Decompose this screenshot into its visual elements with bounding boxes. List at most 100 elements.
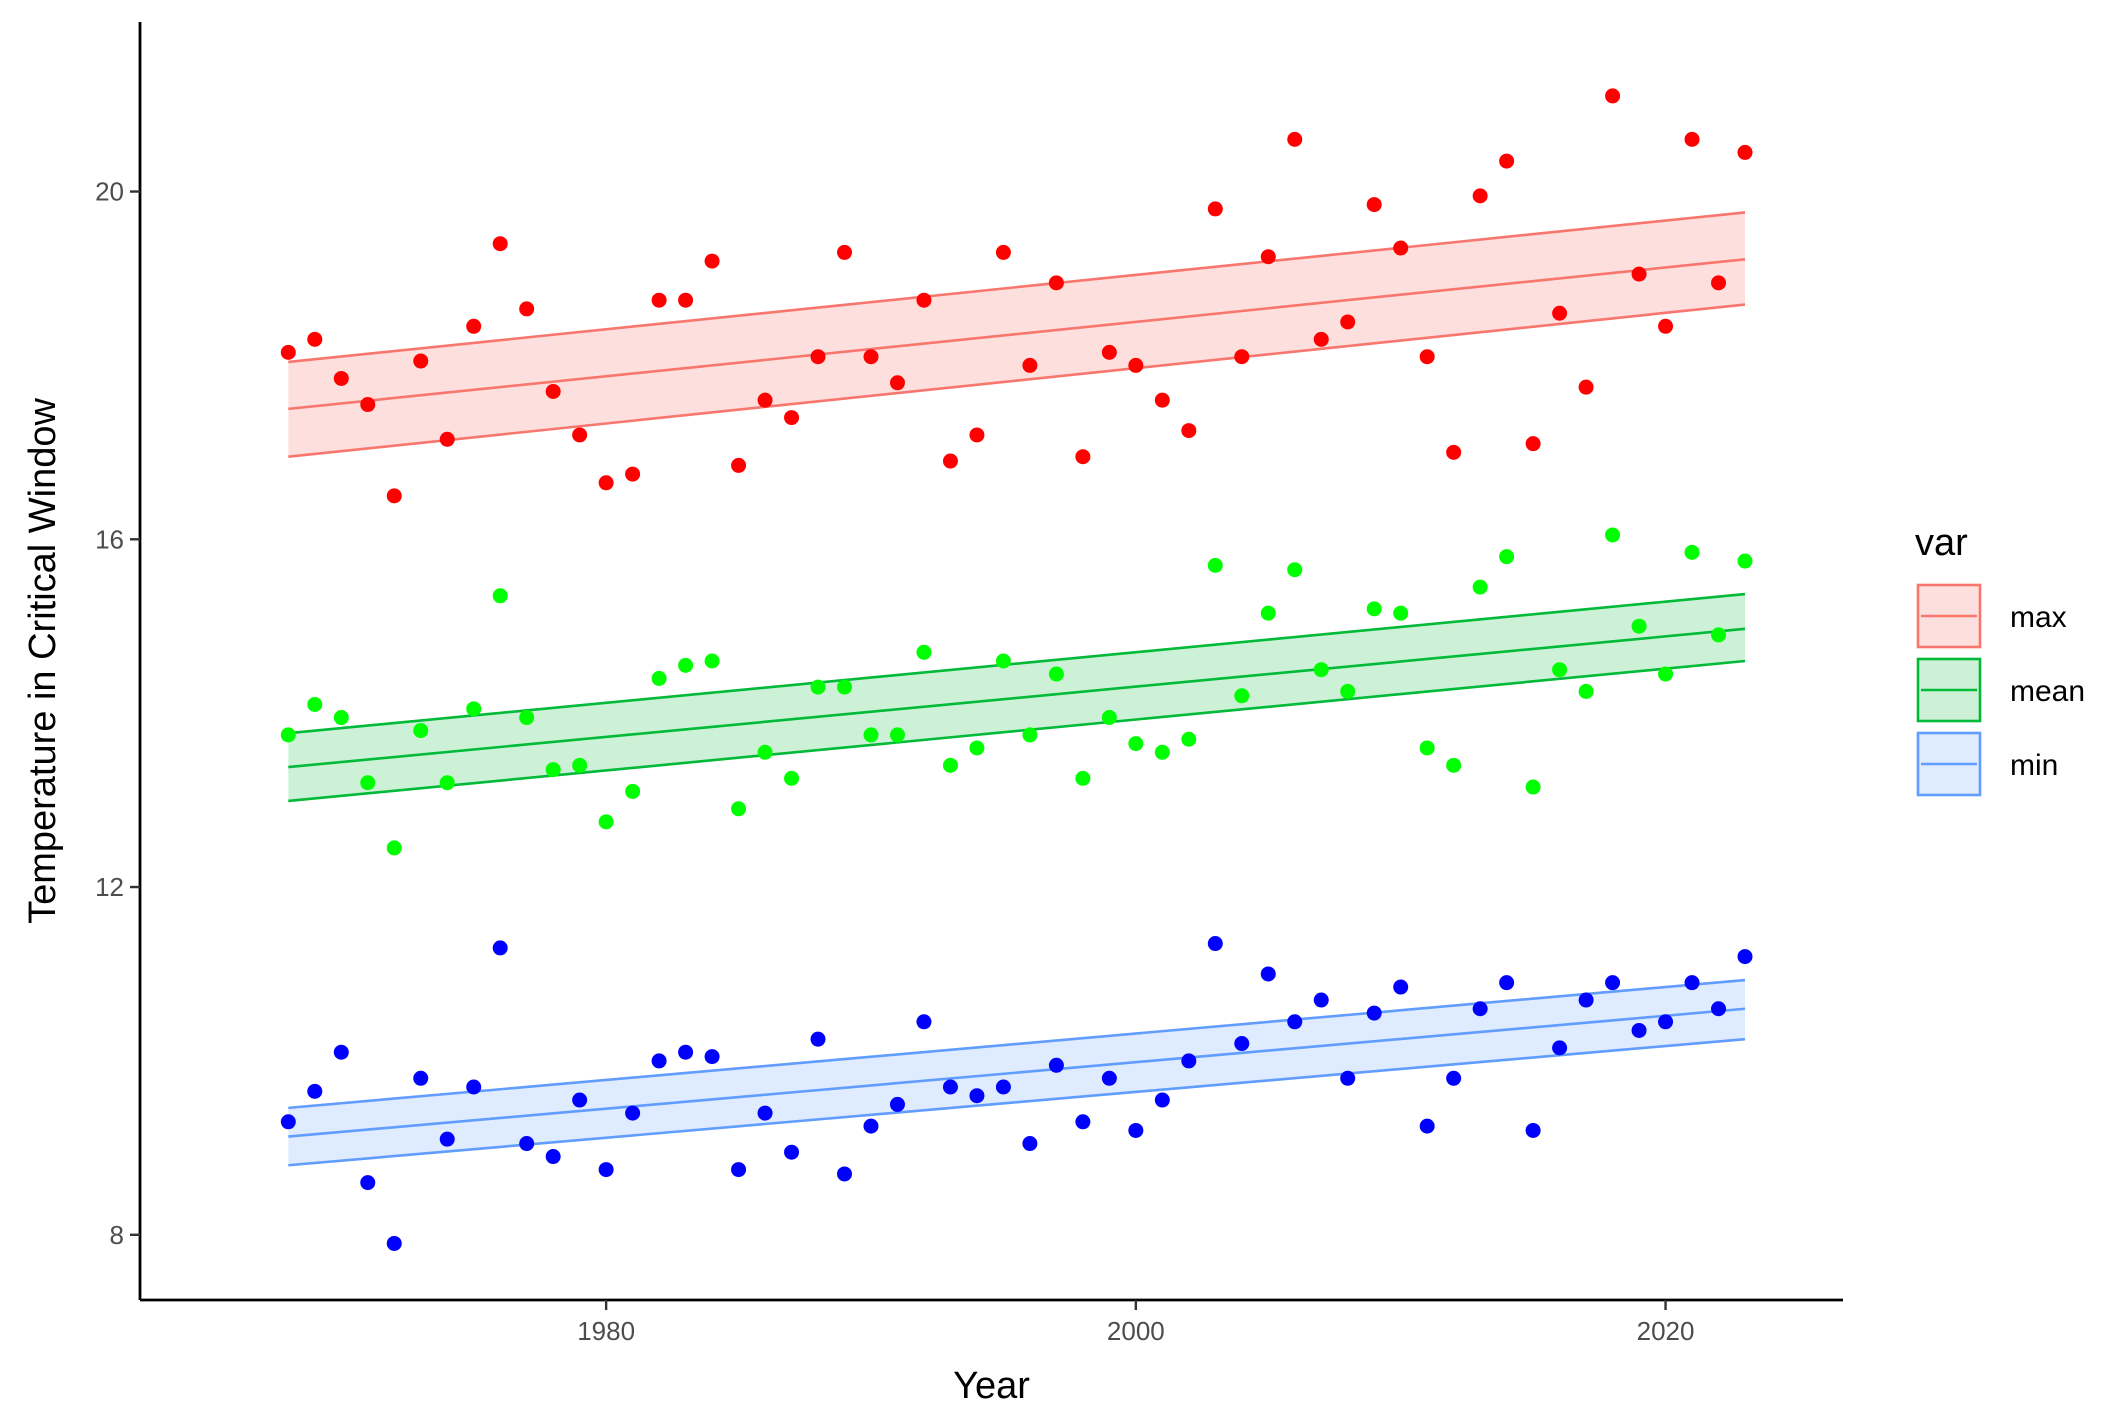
point-min <box>519 1136 535 1152</box>
point-min <box>837 1166 853 1182</box>
point-min <box>784 1144 800 1160</box>
point-mean <box>386 840 402 856</box>
point-min <box>386 1235 402 1251</box>
point-mean <box>863 727 879 743</box>
point-max <box>1101 344 1117 360</box>
point-min <box>1260 966 1276 982</box>
point-min <box>1022 1136 1038 1152</box>
plot-area <box>280 88 1753 1251</box>
point-mean <box>678 657 694 673</box>
point-max <box>757 392 773 408</box>
point-min <box>731 1162 747 1178</box>
point-min <box>1631 1022 1647 1038</box>
point-max <box>889 375 905 391</box>
legend-label-mean: mean <box>2010 675 2085 708</box>
point-mean <box>466 701 482 717</box>
point-mean <box>1207 557 1223 573</box>
point-mean <box>1340 683 1356 699</box>
point-min <box>1287 1014 1303 1030</box>
point-min <box>651 1053 667 1069</box>
y-axis-title: Temperature in Critical Window <box>22 398 64 924</box>
point-mean <box>1048 666 1064 682</box>
point-mean <box>731 801 747 817</box>
point-mean <box>1605 527 1621 543</box>
point-max <box>1048 275 1064 291</box>
point-max <box>1260 249 1276 265</box>
point-mean <box>1419 740 1435 756</box>
point-min <box>466 1079 482 1095</box>
point-max <box>1022 357 1038 373</box>
point-max <box>916 292 932 308</box>
point-mean <box>280 727 296 743</box>
point-min <box>1472 1001 1488 1017</box>
point-min <box>1048 1057 1064 1073</box>
point-mean <box>439 775 455 791</box>
point-mean <box>1525 779 1541 795</box>
point-min <box>1446 1070 1462 1086</box>
point-mean <box>492 588 508 604</box>
point-min <box>704 1049 720 1065</box>
point-mean <box>1578 683 1594 699</box>
point-min <box>969 1088 985 1104</box>
trend-fit-max <box>288 258 1746 411</box>
point-mean <box>1366 601 1382 617</box>
point-max <box>810 349 826 365</box>
point-min <box>1207 936 1223 952</box>
point-max <box>1075 449 1091 465</box>
point-max <box>995 244 1011 260</box>
point-mean <box>784 770 800 786</box>
point-min <box>916 1014 932 1030</box>
point-max <box>598 475 614 491</box>
point-mean <box>995 653 1011 669</box>
point-max <box>704 253 720 269</box>
point-max <box>1446 444 1462 460</box>
point-mean <box>1393 605 1409 621</box>
point-mean <box>1631 618 1647 634</box>
trend-fit-min <box>288 1007 1746 1138</box>
point-min <box>625 1105 641 1121</box>
trend-lower-max <box>288 303 1746 458</box>
point-mean <box>625 783 641 799</box>
point-max <box>1234 349 1250 365</box>
point-max <box>519 301 535 317</box>
axes: 8 12 16 20 1980 2000 2020 <box>95 22 1843 1346</box>
point-mean <box>1313 662 1329 678</box>
legend-label-min: min <box>2010 749 2058 782</box>
point-max <box>280 344 296 360</box>
point-max <box>1684 131 1700 147</box>
point-max <box>1340 314 1356 330</box>
point-mean <box>333 710 349 726</box>
point-mean <box>1128 736 1144 752</box>
point-max <box>1181 423 1197 439</box>
point-mean <box>1472 579 1488 595</box>
point-min <box>1154 1092 1170 1108</box>
point-max <box>1552 305 1568 321</box>
point-mean <box>1022 727 1038 743</box>
point-min <box>545 1149 561 1165</box>
point-min <box>307 1083 323 1099</box>
trend-upper-mean <box>288 592 1746 735</box>
point-max <box>863 349 879 365</box>
point-max <box>413 353 429 369</box>
point-min <box>1181 1053 1197 1069</box>
point-min <box>810 1031 826 1047</box>
point-min <box>1234 1036 1250 1052</box>
point-mean <box>1499 549 1515 565</box>
point-max <box>1393 240 1409 256</box>
point-min <box>863 1118 879 1134</box>
point-min <box>1658 1014 1674 1030</box>
point-min <box>333 1044 349 1060</box>
point-max <box>1658 318 1674 334</box>
point-mean <box>651 670 667 686</box>
point-max <box>1605 88 1621 104</box>
point-mean <box>1101 710 1117 726</box>
point-max <box>784 410 800 426</box>
point-max <box>1499 153 1515 169</box>
point-min <box>598 1162 614 1178</box>
point-max <box>333 370 349 386</box>
point-min <box>572 1092 588 1108</box>
point-max <box>731 457 747 473</box>
point-mean <box>1658 666 1674 682</box>
point-mean <box>1711 627 1727 643</box>
point-min <box>1313 992 1329 1008</box>
